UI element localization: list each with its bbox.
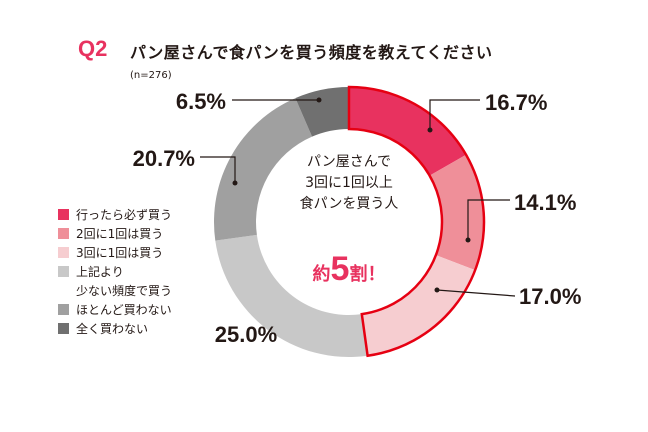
donut-slice <box>214 98 313 241</box>
data-label: 20.7% <box>133 146 195 171</box>
legend-item: ほとんど買わない <box>58 300 172 319</box>
legend-item: 上記より <box>58 262 172 281</box>
legend-item: 2回に1回は買う <box>58 224 172 243</box>
leader-line <box>429 99 480 130</box>
legend-item: 全く買わない <box>58 319 172 338</box>
data-label: 14.1% <box>514 190 576 215</box>
leader-dot <box>232 180 238 186</box>
center-line: パン屋さんで <box>307 154 391 170</box>
leader-dot <box>434 287 440 293</box>
legend-item: 少ない頻度で買う <box>58 281 172 300</box>
donut-slice <box>349 87 467 176</box>
legend-swatch <box>58 323 69 334</box>
question-label: Q2 <box>78 36 108 61</box>
legend-label: 上記より <box>76 265 124 279</box>
highlight-post: 割！ <box>349 264 386 285</box>
legend-swatch <box>58 247 69 258</box>
legend-swatch <box>58 209 69 220</box>
highlight-outline <box>347 85 486 358</box>
legend: 行ったら必ず買う 2回に1回は買う 3回に1回は買う 上記より少ない頻度で買う ほとんど… <box>58 205 172 338</box>
center-highlight: 約5割！ <box>269 250 429 289</box>
data-label: 25.0% <box>215 322 277 347</box>
legend-label: 3回に1回は買う <box>76 246 164 260</box>
highlight-number: 5 <box>330 250 350 288</box>
donut-slice <box>429 154 484 271</box>
center-line: 食パンを買う人 <box>299 196 399 212</box>
donut-slice <box>215 234 368 357</box>
center-text: パン屋さんで 3回に1回以上 食パンを買う人 <box>269 152 429 215</box>
leader-line <box>467 199 510 240</box>
legend-swatch <box>58 304 69 315</box>
legend-swatch <box>58 228 69 239</box>
chart-title: パン屋さんで食パンを買う頻度を教えてください <box>130 43 493 62</box>
data-label: 16.7% <box>485 90 547 115</box>
legend-label: ほとんど買わない <box>76 303 172 317</box>
leader-dot <box>465 237 471 243</box>
leader-line <box>200 156 236 183</box>
legend-item: 行ったら必ず買う <box>58 205 172 224</box>
legend-label: 全く買わない <box>76 322 149 336</box>
legend-swatch <box>58 266 69 277</box>
legend-label: 行ったら必ず買う <box>76 208 173 222</box>
legend-label: 2回に1回は買う <box>76 227 164 241</box>
legend-label: 少ない頻度で買う <box>76 284 173 298</box>
sample-size: (n=276) <box>130 70 172 81</box>
data-label: 17.0% <box>519 284 581 309</box>
leader-dot <box>316 97 322 103</box>
leader-line <box>436 289 516 297</box>
data-label: 6.5% <box>176 89 226 114</box>
legend-item: 3回に1回は買う <box>58 243 172 262</box>
legend-swatch <box>58 285 69 296</box>
highlight-pre: 約 <box>312 264 331 285</box>
donut-slice <box>361 255 476 356</box>
center-line: 3回に1回以上 <box>305 175 393 191</box>
leader-dot <box>427 127 433 133</box>
